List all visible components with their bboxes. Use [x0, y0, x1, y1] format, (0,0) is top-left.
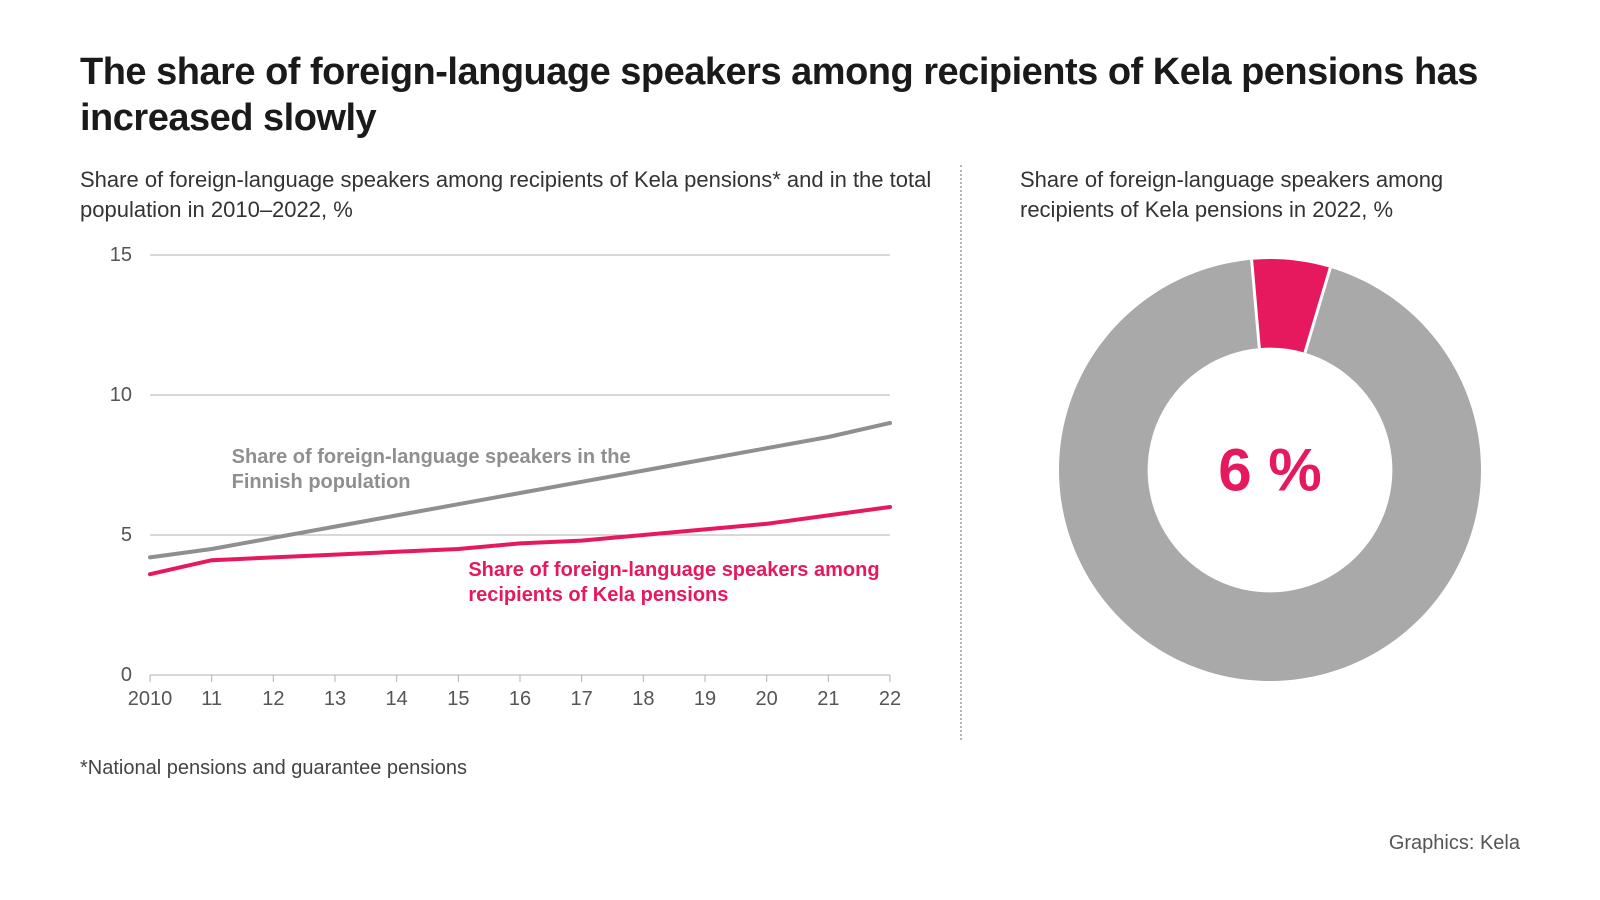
svg-text:2010: 2010 [128, 688, 173, 710]
svg-text:5: 5 [121, 524, 132, 546]
svg-text:19: 19 [694, 688, 716, 710]
svg-text:16: 16 [509, 688, 531, 710]
svg-text:17: 17 [571, 688, 593, 710]
right-subtitle: Share of foreign-language speakers among… [1020, 165, 1520, 224]
footnote: *National pensions and guarantee pension… [80, 757, 960, 780]
svg-text:10: 10 [110, 384, 132, 406]
donut-chart: 6 % [1055, 255, 1485, 685]
series-label-population: Share of foreign-language speakers in th… [232, 445, 652, 495]
series-label-kela: Share of foreign-language speakers among… [468, 558, 888, 608]
panels: Share of foreign-language speakers among… [80, 165, 1520, 779]
panel-right: Share of foreign-language speakers among… [960, 165, 1520, 779]
page: The share of foreign-language speakers a… [0, 0, 1600, 900]
svg-text:22: 22 [879, 688, 901, 710]
panel-left: Share of foreign-language speakers among… [80, 165, 960, 779]
left-subtitle: Share of foreign-language speakers among… [80, 165, 960, 224]
svg-text:14: 14 [386, 688, 408, 710]
panel-divider [960, 165, 962, 739]
svg-text:15: 15 [110, 245, 132, 266]
svg-text:12: 12 [262, 688, 284, 710]
svg-text:21: 21 [817, 688, 839, 710]
svg-text:11: 11 [201, 688, 222, 710]
page-title: The share of foreign-language speakers a… [80, 50, 1520, 141]
donut-center-label: 6 % [1218, 435, 1321, 504]
line-chart: 0 5 10 15 2010 11 12 13 14 15 16 17 18 19 20 21 22 Share… [90, 245, 910, 715]
svg-text:15: 15 [447, 688, 469, 710]
svg-text:18: 18 [632, 688, 654, 710]
graphics-credit: Graphics: Kela [1389, 832, 1520, 855]
svg-text:0: 0 [121, 664, 132, 686]
svg-text:13: 13 [324, 688, 346, 710]
svg-text:20: 20 [756, 688, 778, 710]
